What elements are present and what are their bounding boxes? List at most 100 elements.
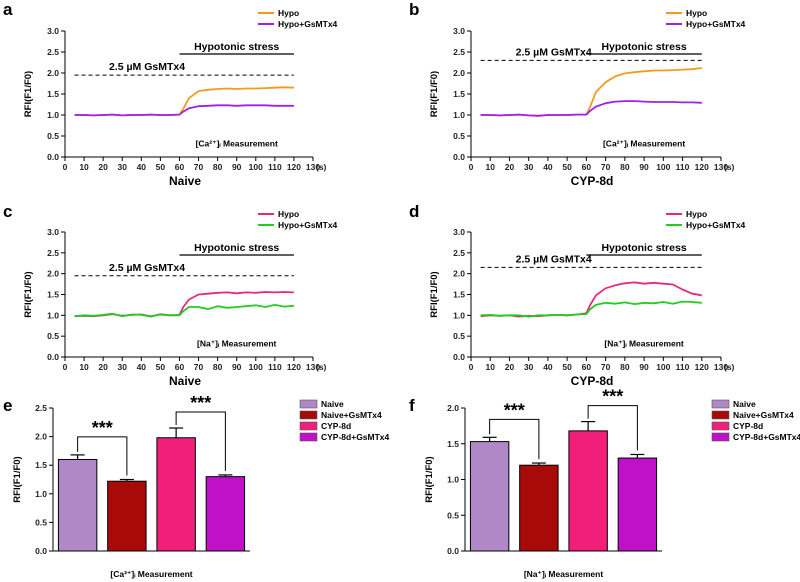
x-tick-label: 110	[676, 162, 690, 172]
x-tick-label: 50	[156, 362, 166, 372]
x-tick-label: 20	[98, 362, 108, 372]
x-tick-label: 100	[656, 362, 670, 372]
y-tick-label: 0.0	[35, 546, 47, 556]
x-tick-label: 20	[505, 162, 515, 172]
bar-cyp-8d	[568, 430, 608, 552]
significance-bracket	[77, 436, 128, 476]
x-tick-label: 100	[249, 162, 263, 172]
significance-bracket	[587, 405, 638, 451]
x-tick-label: 80	[620, 362, 630, 372]
series-line-hypo	[74, 291, 294, 318]
y-tick-label: 1.0	[447, 475, 459, 485]
x-tick-label: 0	[63, 162, 68, 172]
stress-label: Hypotonic stress	[194, 242, 279, 254]
x-tick-label: 50	[156, 162, 166, 172]
gsmtx4-label: 2.5 µM GsMTx4	[109, 262, 185, 274]
x-tick-label: 110	[676, 362, 690, 372]
x-tick-label: 40	[137, 162, 147, 172]
y-tick-label: 0.5	[453, 331, 465, 341]
panel-f: f 0.0 0.5 1.0 1.5 2.0 RFI(F1/F0) [Na⁺]ᵢ Measure…	[409, 387, 800, 579]
measurement-label: [Na⁺]ᵢ Measurement	[604, 339, 684, 349]
y-axis-label: RFI(F1/F0)	[23, 71, 34, 117]
y-tick-label: 0.5	[453, 131, 465, 141]
y-tick-label: 3.0	[453, 227, 465, 237]
legend-swatch	[711, 399, 730, 409]
x-tick-label: 120	[695, 162, 709, 172]
y-axis-label: RFI(F1/F0)	[12, 456, 23, 502]
y-tick-label: 0.5	[47, 131, 59, 141]
panel-label: d	[409, 202, 419, 221]
y-tick-label: 1.5	[35, 460, 47, 470]
y-tick-label: 0.0	[453, 152, 465, 162]
stress-label: Hypotonic stress	[194, 41, 279, 53]
x-tick-label: 90	[232, 362, 242, 372]
bar-naive-gsmtx4	[519, 464, 559, 552]
x-tick-label: 120	[287, 162, 301, 172]
y-tick-label: 1.5	[447, 439, 459, 449]
x-tick-label: 0	[63, 362, 68, 372]
x-tick-label: 130	[306, 162, 320, 172]
panel-label: b	[409, 0, 419, 19]
panel-label: c	[3, 202, 12, 221]
legend-swatch	[711, 421, 730, 431]
legend-label: Naive	[733, 399, 756, 409]
y-tick-label: 1.5	[47, 89, 59, 99]
bar-naive	[57, 458, 98, 552]
significance-bracket	[175, 411, 226, 471]
x-tick-label: 120	[287, 362, 301, 372]
x-tick-label: 60	[175, 362, 185, 372]
gsmtx4-label: 2.5 µM GsMTx4	[109, 61, 185, 73]
x-tick-label: 80	[213, 362, 223, 372]
x-tick-label: 70	[601, 162, 611, 172]
x-tick-label: 60	[175, 162, 185, 172]
x-unit-label: (s)	[316, 162, 327, 172]
x-tick-label: 40	[543, 162, 553, 172]
y-tick-label: 0.0	[447, 546, 459, 556]
significance-stars: ***	[92, 418, 113, 438]
y-tick-label: 1.5	[453, 290, 465, 300]
x-tick-label: 70	[194, 162, 204, 172]
x-axis-label: [Na⁺]ᵢ Measurement	[524, 569, 604, 579]
y-tick-label: 2.0	[453, 269, 465, 279]
significance-stars: ***	[602, 387, 623, 407]
x-tick-label: 50	[562, 162, 572, 172]
series-line-hypo-gsmtx4	[480, 300, 702, 318]
y-tick-label: 0.5	[47, 331, 59, 341]
x-unit-label: (s)	[724, 362, 735, 372]
legend-label: Hypo	[278, 209, 299, 219]
gsmtx4-label: 2.5 µM GsMTx4	[516, 46, 592, 58]
bar-naive-gsmtx4	[107, 480, 147, 552]
x-tick-label: 50	[562, 362, 572, 372]
x-tick-label: 10	[79, 162, 89, 172]
y-tick-label: 2.5	[35, 403, 47, 413]
x-tick-label: 90	[639, 362, 649, 372]
x-tick-label: 40	[137, 362, 147, 372]
significance-stars: ***	[190, 393, 211, 413]
x-tick-label: 30	[117, 162, 127, 172]
y-tick-label: 0.5	[35, 517, 47, 527]
y-tick-label: 1.0	[453, 110, 465, 120]
legend-label: Hypo	[278, 8, 299, 18]
y-tick-label: 1.0	[453, 310, 465, 320]
x-tick-label: 30	[524, 162, 534, 172]
measurement-label: [Ca²⁺]ᵢ Measurement	[196, 139, 278, 149]
legend-swatch	[711, 432, 730, 442]
x-tick-label: 80	[213, 162, 223, 172]
y-tick-label: 2.0	[35, 432, 47, 442]
x-tick-label: 110	[268, 162, 282, 172]
y-tick-label: 2.0	[453, 68, 465, 78]
x-tick-label: 100	[249, 362, 263, 372]
x-unit-label: (s)	[316, 362, 327, 372]
measurement-label: [Na⁺]ᵢ Measurement	[197, 339, 277, 349]
legend-label: CYP-8d	[321, 421, 351, 431]
panel-a: a 0.0 0.5 1.0 1.5 2.0 2.5 3.0 0 10 20 30 40 50 60 70 80 9…	[3, 0, 338, 188]
x-tick-label: 0	[469, 162, 474, 172]
legend-label: Hypo	[686, 8, 707, 18]
x-tick-label: 130	[714, 162, 728, 172]
x-tick-label: 10	[485, 362, 495, 372]
panel-label: f	[409, 396, 415, 415]
legend-label: Hypo+GsMTx4	[278, 19, 338, 29]
stress-label: Hypotonic stress	[601, 41, 686, 53]
panel-label: a	[3, 0, 13, 19]
